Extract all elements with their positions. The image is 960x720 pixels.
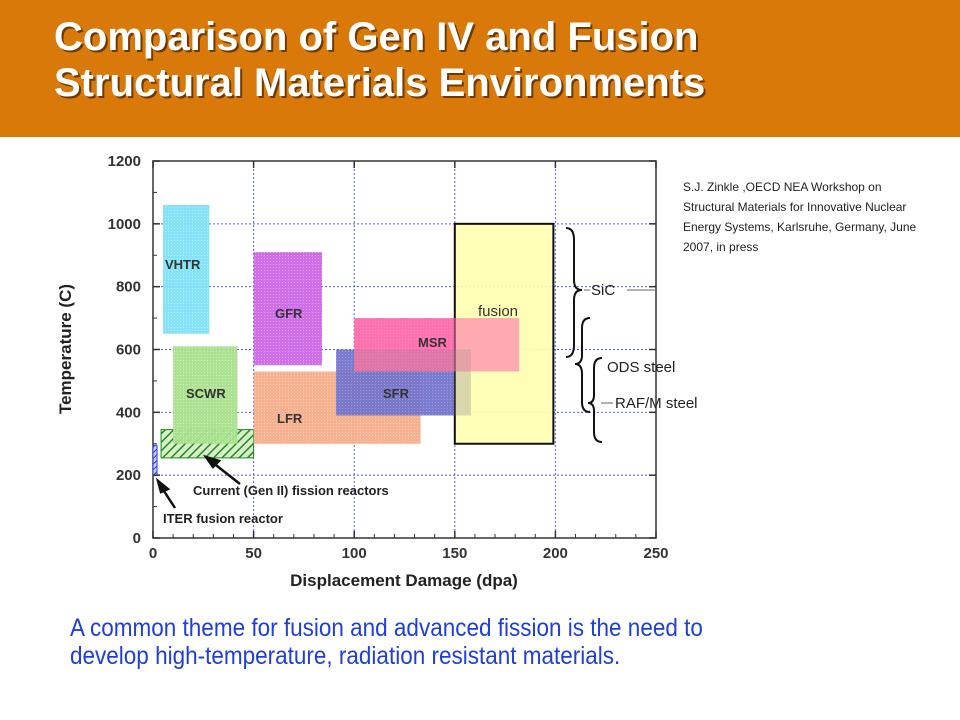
annotation-current-fission: Current (Gen II) fission reactors — [193, 483, 389, 498]
x-tick-label: 100 — [342, 545, 367, 562]
title-line-2: Structural Materials Environments — [54, 61, 706, 105]
region-label-fusion: fusion — [478, 303, 518, 320]
region-sfr-overlay — [336, 349, 471, 416]
caption-line-2: develop high-temperature, radiation resi… — [70, 642, 621, 670]
region-msr-overlay — [354, 318, 520, 372]
region-label-sfr: SFR — [383, 386, 410, 401]
region-texture — [173, 346, 238, 444]
y-axis-label: Temperature (C) — [56, 284, 75, 414]
y-tick-label: 0 — [133, 530, 141, 547]
label-rafm-steel: RAF/M steel — [615, 395, 698, 412]
x-tick-label: 0 — [149, 545, 157, 562]
y-tick-label: 600 — [116, 342, 141, 359]
region-label-vhtr: VHTR — [165, 257, 201, 272]
temperature-dpa-chart: 0 50 100 150 200 250 0 200 400 600 800 1000 1200 Di… — [56, 153, 698, 590]
y-tick-label: 800 — [116, 279, 141, 296]
y-tick-label: 200 — [116, 467, 141, 484]
label-ods-steel: ODS steel — [607, 359, 675, 376]
material-braces — [565, 227, 603, 443]
x-tick-label: 50 — [245, 545, 262, 562]
region-label-gfr: GFR — [275, 306, 303, 321]
region-label-msr: MSR — [418, 335, 448, 350]
x-tick-label: 150 — [442, 545, 467, 562]
x-axis-label: Displacement Damage (dpa) — [290, 571, 518, 590]
title-line-1: Comparison of Gen IV and Fusion — [54, 15, 699, 59]
y-tick-labels: 0 200 400 600 800 1000 1200 — [108, 153, 141, 547]
slide-title: Comparison of Gen IV and Fusion Structur… — [54, 14, 705, 106]
annotation-arrows — [155, 454, 241, 509]
region-texture — [253, 252, 323, 366]
x-tick-label: 200 — [543, 545, 568, 562]
label-sic: SiC — [591, 282, 615, 299]
reactor-regions — [163, 204, 555, 445]
x-tick-labels: 0 50 100 150 200 250 — [149, 545, 669, 562]
slide-caption: A common theme for fusion and advanced f… — [70, 614, 930, 670]
caption-line-1: A common theme for fusion and advanced f… — [70, 614, 703, 642]
x-tick-label: 250 — [643, 545, 668, 562]
region-label-lfr: LFR — [277, 411, 303, 426]
region-label-scwr: SCWR — [186, 386, 226, 401]
y-tick-label: 1200 — [108, 153, 141, 170]
title-banner: Comparison of Gen IV and Fusion Structur… — [0, 0, 960, 137]
annotation-iter: ITER fusion reactor — [163, 511, 283, 526]
y-tick-label: 1000 — [108, 216, 141, 233]
axis-ticks — [152, 160, 657, 539]
hatched-region — [152, 444, 158, 476]
region-texture — [163, 204, 210, 334]
citation-text: S.J. Zinkle ,OECD NEA Workshop on Struct… — [683, 180, 917, 254]
material-leader-lines — [584, 289, 655, 404]
y-tick-label: 400 — [116, 404, 141, 421]
